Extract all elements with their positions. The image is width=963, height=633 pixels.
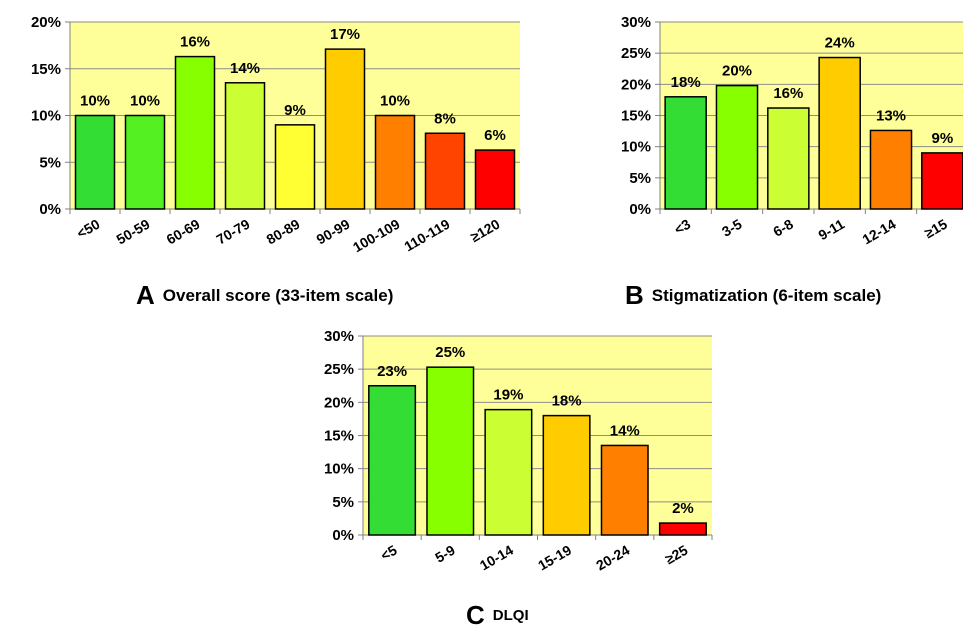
chart-b-data-label: 13% <box>876 107 906 124</box>
chart-c-y-tick-label: 25% <box>324 361 354 378</box>
panel-letter-c: C <box>466 600 485 630</box>
chart-c-bar <box>542 414 591 536</box>
chart-c-bar <box>600 444 649 536</box>
chart-b-category-label: <3 <box>671 216 693 238</box>
chart-c-category-label: 15-19 <box>535 542 574 574</box>
chart-c-bar <box>368 385 417 536</box>
caption-c: C DLQI <box>466 600 529 631</box>
chart-b-y-tick-label: 20% <box>621 76 651 93</box>
chart-c-data-label: 19% <box>493 387 523 404</box>
chart-c-data-label: 18% <box>552 393 582 410</box>
chart-c-category-label: 20-24 <box>593 542 632 574</box>
chart-b-bar <box>664 96 707 210</box>
chart-c-y-tick-label: 15% <box>324 428 354 445</box>
chart-a-data-label: 16% <box>180 34 210 51</box>
chart-a-bar <box>74 114 116 210</box>
chart-a-bar <box>124 114 166 210</box>
chart-c-category-label: 5-9 <box>432 542 458 566</box>
chart-c-data-label: 14% <box>610 422 640 439</box>
chart-b-data-label: 20% <box>722 63 752 80</box>
chart-b-bar <box>869 129 913 210</box>
chart-a-data-label: 10% <box>130 93 160 110</box>
chart-c-data-label: 25% <box>435 344 465 361</box>
panel-letter-b: B <box>625 280 644 310</box>
chart-b-y-tick-label: 5% <box>629 170 651 187</box>
chart-c-y-tick-label: 0% <box>332 527 354 544</box>
chart-a-data-label: 10% <box>380 93 410 110</box>
chart-a-data-label: 14% <box>230 60 260 77</box>
chart-a-bar <box>224 82 266 210</box>
chart-a-data-label: 10% <box>80 93 110 110</box>
chart-c-y-tick-label: 5% <box>332 494 354 511</box>
chart-a-bar <box>424 132 466 210</box>
chart-c-category-label: <5 <box>378 542 400 564</box>
chart-c-category-label: 10-14 <box>477 542 516 574</box>
caption-b: B Stigmatization (6-item scale) <box>625 280 881 311</box>
chart-b-y-tick-label: 30% <box>621 14 651 31</box>
chart-a-data-label: 8% <box>434 110 456 127</box>
chart-c-y-tick-label: 20% <box>324 394 354 411</box>
panel-letter-a: A <box>136 280 155 310</box>
chart-b-data-label: 16% <box>773 85 803 102</box>
chart-c-y-tick-label: 30% <box>324 328 354 345</box>
chart-b-data-label: 18% <box>671 74 701 91</box>
chart-a-bar <box>274 124 316 210</box>
chart-b-data-label: 9% <box>931 130 953 147</box>
chart-a-y-tick-label: 15% <box>31 61 61 78</box>
chart-a-y-tick-label: 20% <box>31 14 61 31</box>
chart-a-bar <box>374 114 416 210</box>
chart-a-bar <box>174 55 216 210</box>
chart-c-category-label: ≥25 <box>662 542 690 568</box>
chart-b-y-tick-label: 15% <box>621 108 651 125</box>
chart-c-bar <box>484 408 533 536</box>
chart-a-bar <box>324 48 366 210</box>
chart-b-y-tick-label: 0% <box>629 201 651 218</box>
chart-b-data-label: 24% <box>825 35 855 52</box>
chart-b-y-tick-label: 10% <box>621 139 651 156</box>
chart-c-y-tick-label: 10% <box>324 461 354 478</box>
chart-a-data-label: 6% <box>484 127 506 144</box>
chart-b-bar <box>921 152 963 210</box>
chart-b-bar <box>715 84 759 210</box>
chart-c-title: DLQI <box>492 607 529 624</box>
chart-b-bar <box>767 107 810 210</box>
chart-a-bar <box>474 149 516 210</box>
chart-a-y-tick-label: 0% <box>39 201 61 218</box>
chart-b-title: Stigmatization (6-item scale) <box>651 285 882 305</box>
caption-a: A Overall score (33-item scale) <box>136 280 393 311</box>
chart-a-data-label: 17% <box>330 26 360 43</box>
chart-a-title: Overall score (33-item scale) <box>162 285 394 305</box>
chart-a-data-label: 9% <box>284 102 306 119</box>
chart-a-y-tick-label: 5% <box>39 154 61 171</box>
chart-b-bar <box>818 56 861 210</box>
chart-a-y-tick-label: 10% <box>31 108 61 125</box>
chart-c-data-label: 23% <box>377 363 407 380</box>
chart-c-bar <box>658 522 707 536</box>
chart-c-data-label: 2% <box>672 500 694 517</box>
chart-c-bar <box>426 366 475 536</box>
chart-b-y-tick-label: 25% <box>621 45 651 62</box>
